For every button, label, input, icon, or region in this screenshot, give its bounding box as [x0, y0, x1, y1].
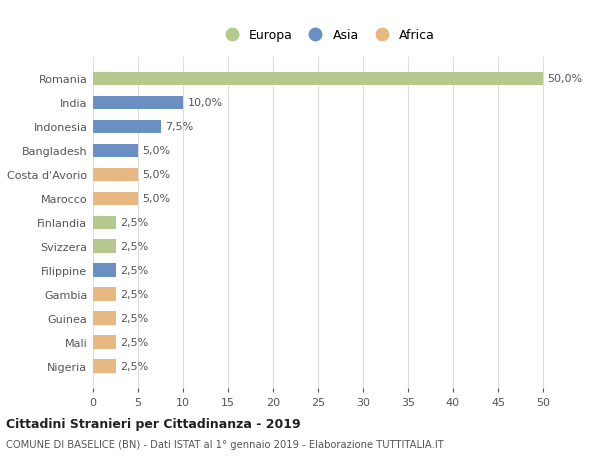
- Text: 50,0%: 50,0%: [548, 74, 583, 84]
- Text: 2,5%: 2,5%: [120, 241, 148, 252]
- Bar: [93, 216, 115, 229]
- Bar: [93, 73, 543, 85]
- Bar: [93, 312, 115, 325]
- Bar: [93, 264, 115, 277]
- Bar: [93, 336, 115, 349]
- Bar: [93, 192, 138, 205]
- Text: 5,0%: 5,0%: [143, 146, 170, 156]
- Bar: [93, 360, 115, 373]
- Bar: [93, 240, 115, 253]
- Text: 2,5%: 2,5%: [120, 290, 148, 299]
- Text: 5,0%: 5,0%: [143, 194, 170, 204]
- Bar: [93, 288, 115, 301]
- Bar: [93, 168, 138, 181]
- Text: 2,5%: 2,5%: [120, 265, 148, 275]
- Text: COMUNE DI BASELICE (BN) - Dati ISTAT al 1° gennaio 2019 - Elaborazione TUTTITALI: COMUNE DI BASELICE (BN) - Dati ISTAT al …: [6, 440, 444, 449]
- Text: 2,5%: 2,5%: [120, 361, 148, 371]
- Text: 5,0%: 5,0%: [143, 170, 170, 180]
- Legend: Europa, Asia, Africa: Europa, Asia, Africa: [214, 24, 440, 47]
- Text: 10,0%: 10,0%: [187, 98, 223, 108]
- Text: 2,5%: 2,5%: [120, 337, 148, 347]
- Bar: [93, 144, 138, 157]
- Text: 2,5%: 2,5%: [120, 313, 148, 323]
- Bar: [93, 96, 183, 110]
- Text: 7,5%: 7,5%: [165, 122, 193, 132]
- Text: 2,5%: 2,5%: [120, 218, 148, 228]
- Bar: [93, 120, 161, 134]
- Text: Cittadini Stranieri per Cittadinanza - 2019: Cittadini Stranieri per Cittadinanza - 2…: [6, 417, 301, 430]
